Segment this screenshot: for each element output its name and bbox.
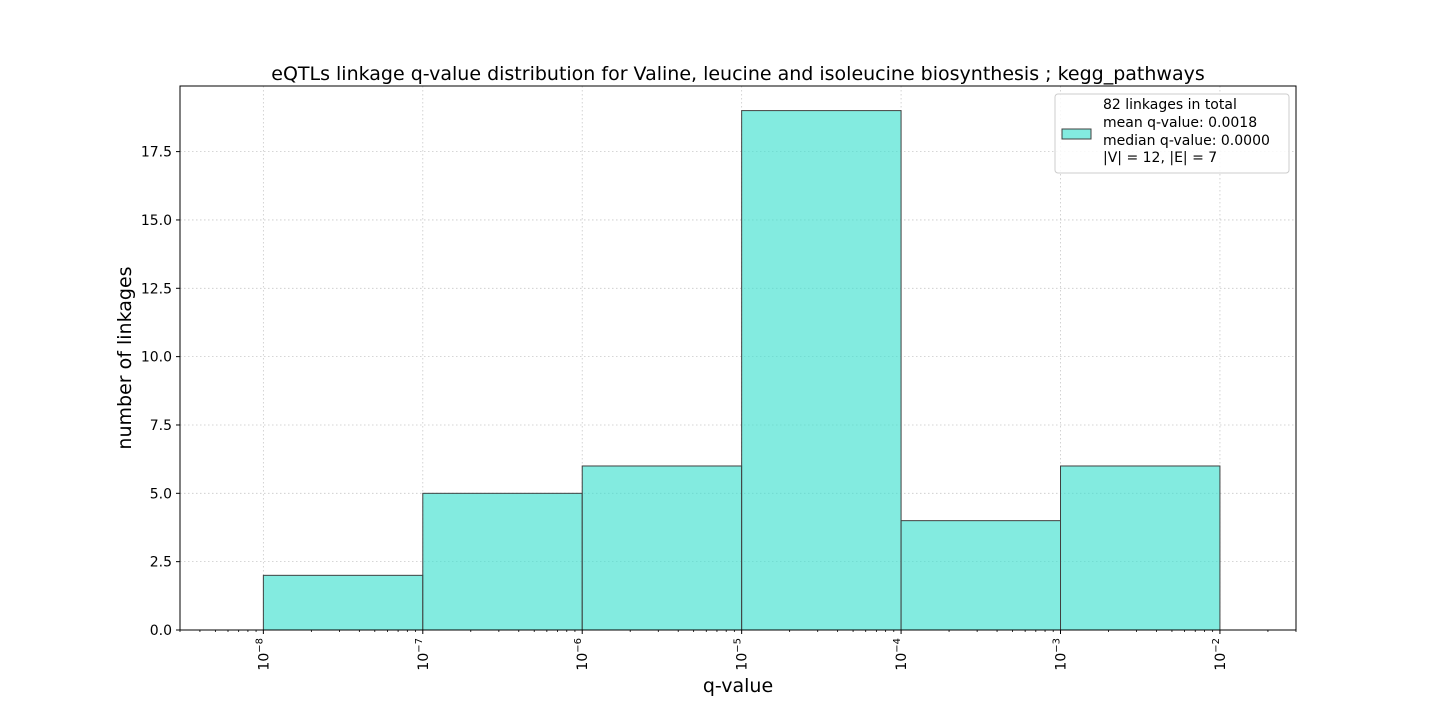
legend-line-mean: mean q-value: 0.0018 xyxy=(1103,115,1257,131)
legend-line-graph-size: |V| = 12, |E| = 7 xyxy=(1103,150,1217,166)
x-tick-label: 10−6 xyxy=(573,638,591,671)
chart-title: eQTLs linkage q-value distribution for V… xyxy=(271,63,1204,85)
histogram-bar xyxy=(741,110,902,631)
plot-frame xyxy=(179,85,1297,631)
histogram-bar xyxy=(581,465,743,631)
y-tick-label: 15.0 xyxy=(141,213,172,229)
y-tick-label: 7.5 xyxy=(150,418,172,434)
x-axis-label: q-value xyxy=(703,675,773,697)
x-tick-label: 10−7 xyxy=(414,638,432,671)
y-tick-label: 12.5 xyxy=(141,281,172,297)
x-tick-label: 10−2 xyxy=(1211,638,1229,671)
x-tick-label: 10−3 xyxy=(1052,638,1070,671)
y-tick-label: 0.0 xyxy=(150,623,172,639)
legend-box xyxy=(1054,93,1290,174)
histogram-bar xyxy=(262,574,424,631)
x-tick-label: 10−8 xyxy=(254,638,272,671)
ticks-layer: 0.0 2.5 5.0 7.5 10.0 12.5 15.0 17.5 10−8 10−7 10−6… xyxy=(141,145,1297,671)
y-tick-label: 10.0 xyxy=(141,350,172,366)
y-tick-label: 17.5 xyxy=(141,145,172,161)
y-tick-label: 5.0 xyxy=(150,486,172,502)
legend: 82 linkages in total mean q-value: 0.001… xyxy=(1054,93,1290,174)
legend-line-total: 82 linkages in total xyxy=(1103,97,1237,113)
y-axis-label: number of linkages xyxy=(114,266,136,449)
x-tick-label: 10−5 xyxy=(733,638,751,671)
histogram-bar xyxy=(422,492,583,631)
legend-swatch xyxy=(1061,128,1092,140)
bars-layer xyxy=(262,110,1221,631)
legend-line-median: median q-value: 0.0000 xyxy=(1103,133,1270,149)
x-tick-label: 10−4 xyxy=(892,638,910,671)
y-tick-label: 2.5 xyxy=(150,555,172,571)
histogram-bar xyxy=(1060,465,1221,631)
histogram-bar xyxy=(900,520,1062,631)
